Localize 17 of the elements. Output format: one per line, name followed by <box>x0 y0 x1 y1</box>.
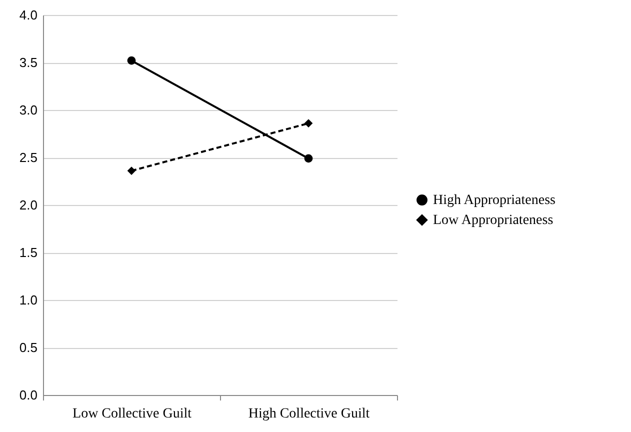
y-tick-label: 0.5 <box>19 340 38 355</box>
y-tick-label: 0.0 <box>19 388 38 402</box>
legend-label: High Appropriateness <box>433 193 556 208</box>
point <box>304 119 313 128</box>
point <box>304 154 313 163</box>
y-tick-label: 2.0 <box>19 198 38 212</box>
y-tick-label: 3.0 <box>19 102 38 118</box>
point <box>127 166 136 175</box>
y-tick-label: 2.5 <box>19 150 38 165</box>
y-tick-label: 1.5 <box>19 245 38 260</box>
x-tick-label: Low Collective Guilt <box>72 406 192 422</box>
y-tick-label: 1.0 <box>19 292 38 308</box>
y-tick-label: 4.0 <box>19 8 38 22</box>
point <box>127 56 136 65</box>
legend-label: Low Appropriateness <box>433 213 554 228</box>
x-tick-label: High Collective Guilt <box>248 406 370 422</box>
y-tick-label: 3.5 <box>19 55 38 70</box>
